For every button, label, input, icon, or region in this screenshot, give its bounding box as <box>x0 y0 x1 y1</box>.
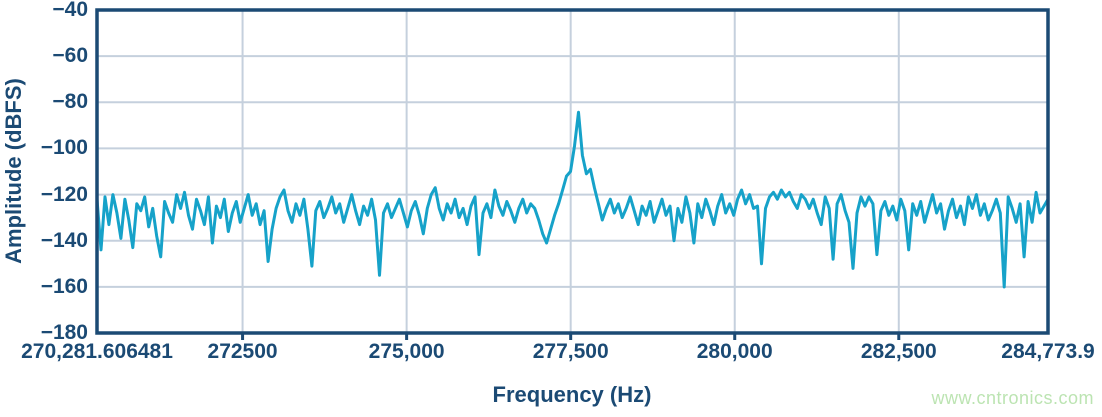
x-tick-label: 282,500 <box>860 340 937 363</box>
x-tick-label: 284,773.9 <box>1001 340 1095 363</box>
x-tick-label: 275,000 <box>368 340 445 363</box>
x-tick-label: 277,500 <box>532 340 609 363</box>
y-tick-label: −60 <box>52 44 88 68</box>
x-tick-label: 280,000 <box>696 340 773 363</box>
y-tick-label: −180 <box>40 321 88 344</box>
y-tick-label: −80 <box>52 90 88 114</box>
y-tick-label: −140 <box>40 228 88 252</box>
y-tick-label: −100 <box>40 136 88 160</box>
x-axis-title: Frequency (Hz) <box>492 382 652 407</box>
y-tick-label: −40 <box>52 0 88 21</box>
plot-border <box>95 8 1050 335</box>
x-tick-label: 272500 <box>207 340 278 363</box>
spectrum-trace <box>95 110 1050 289</box>
watermark-text: www.cntronics.com <box>931 388 1094 408</box>
x-tick-label: 270,281.606481 <box>21 340 173 363</box>
y-tick-label: −120 <box>40 182 88 206</box>
y-tick-label: −160 <box>40 274 88 298</box>
